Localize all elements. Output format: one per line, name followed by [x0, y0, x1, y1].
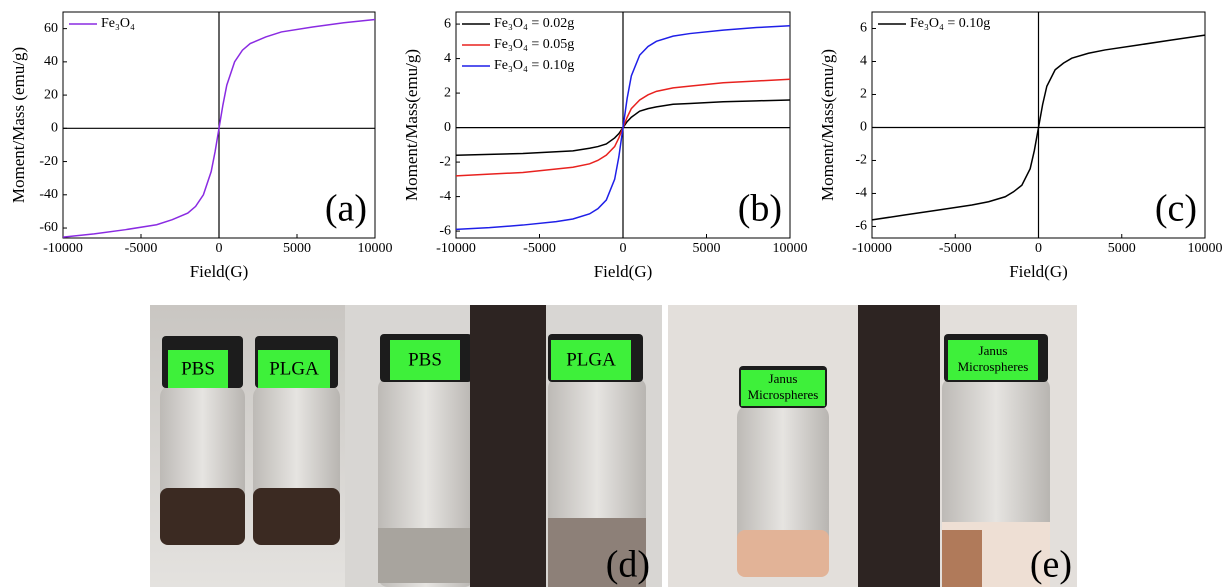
y-tick-label: 60 [44, 21, 58, 36]
x-tick-label: 10000 [773, 241, 808, 256]
vial-liquid [378, 528, 474, 583]
y-tick-label: 0 [51, 121, 58, 136]
vial-liquid [737, 530, 829, 577]
vial-label: PLGA [269, 358, 319, 379]
vial-sediment [942, 530, 982, 587]
data-line [455, 25, 791, 231]
vial-label: Janus [979, 343, 1008, 358]
label-sticker [741, 370, 825, 406]
vial-liquid [160, 488, 245, 545]
x-tick-label: 10000 [1188, 241, 1223, 256]
y-tick-label: -4 [855, 186, 867, 201]
legend-entry: Fe₃O₄ = 0.05g [494, 37, 574, 52]
label-sticker [168, 350, 228, 388]
x-tick-label: -10000 [852, 241, 892, 256]
data-line [871, 34, 1206, 221]
panel-label: (b) [738, 188, 782, 230]
x-tick-label: 0 [620, 241, 627, 256]
panel-label: (d) [606, 544, 650, 586]
vial-label: Janus [769, 371, 798, 386]
y-tick-label: 40 [44, 54, 58, 69]
magnet [858, 305, 940, 587]
x-tick-label: -5000 [939, 241, 972, 256]
x-axis-title: Field(G) [1009, 262, 1068, 281]
x-tick-label: 10000 [358, 241, 393, 256]
panel-label: (a) [325, 188, 367, 230]
y-tick-label: 0 [444, 120, 451, 135]
x-tick-label: -5000 [125, 241, 158, 256]
panel-label: (e) [1030, 544, 1072, 586]
legend-entry: Fe₃O₄ = 0.10g [494, 58, 574, 73]
x-axis-title: Field(G) [594, 262, 653, 281]
y-axis-title: Moment/Mass(emu/g) [818, 49, 837, 201]
label-sticker [948, 340, 1038, 380]
x-tick-label: 0 [1035, 241, 1042, 256]
chart: -6 -4 -2 0 2 4 6 -10000 -5000 0 5000 10000 Field(G) M… [818, 11, 1223, 281]
legend-entry: Fe₃O₄ [101, 16, 135, 31]
y-tick-label: 4 [444, 51, 451, 66]
vial-liquid [253, 488, 340, 545]
y-tick-label: -2 [439, 154, 451, 169]
y-tick-label: 20 [44, 87, 58, 102]
x-tick-label: -10000 [436, 241, 476, 256]
label-sticker [551, 340, 631, 380]
y-tick-label: -20 [39, 154, 58, 169]
chart: -6 -4 -2 0 2 4 6 -10000 -5000 0 5000 10000 Field(G) M… [402, 11, 808, 281]
y-tick-label: 2 [444, 85, 451, 100]
photo-d: PBS PLGA PBS PLGA (d) [150, 305, 662, 587]
y-tick-label: -6 [855, 219, 867, 234]
vial-label: PLGA [566, 349, 616, 370]
data-line [62, 18, 376, 238]
y-tick-label: 0 [860, 120, 867, 135]
x-tick-label: 5000 [1108, 241, 1136, 256]
vial-label: PBS [408, 349, 442, 370]
legend-entry: Fe₃O₄ = 0.02g [494, 16, 574, 31]
y-tick-label: 4 [860, 54, 867, 69]
label-sticker [390, 340, 460, 380]
x-tick-label: 5000 [283, 241, 311, 256]
x-tick-label: -10000 [43, 241, 83, 256]
chart: -60 -40 -20 0 20 40 60 -10000 -5000 0 5000 10000 Fie… [9, 11, 393, 281]
y-tick-label: 2 [860, 87, 867, 102]
x-tick-label: -5000 [523, 241, 556, 256]
panel-label: (c) [1155, 188, 1197, 230]
legend-entry: Fe₃O₄ = 0.10g [910, 16, 990, 31]
y-axis-title: Moment/Mass(emu/g) [402, 49, 421, 201]
y-tick-label: -4 [439, 189, 451, 204]
y-tick-label: 6 [860, 21, 867, 36]
vial-label: PBS [181, 358, 215, 379]
y-axis-title: Moment/Mass (emu/g) [9, 47, 28, 203]
vial-label: Microspheres [958, 359, 1029, 374]
y-tick-label: -60 [39, 220, 58, 235]
x-axis-title: Field(G) [190, 262, 249, 281]
y-tick-label: -6 [439, 223, 451, 238]
vial-liquid [548, 518, 646, 587]
y-tick-label: -40 [39, 187, 58, 202]
x-tick-label: 5000 [693, 241, 721, 256]
vial-label: Microspheres [748, 387, 819, 402]
y-tick-label: -2 [855, 153, 867, 168]
label-sticker [258, 350, 330, 388]
x-tick-label: 0 [216, 241, 223, 256]
photo-e: Janus Microspheres Janus Microspheres (e… [668, 305, 1077, 587]
magnet [470, 305, 546, 587]
y-tick-label: 6 [444, 16, 451, 31]
